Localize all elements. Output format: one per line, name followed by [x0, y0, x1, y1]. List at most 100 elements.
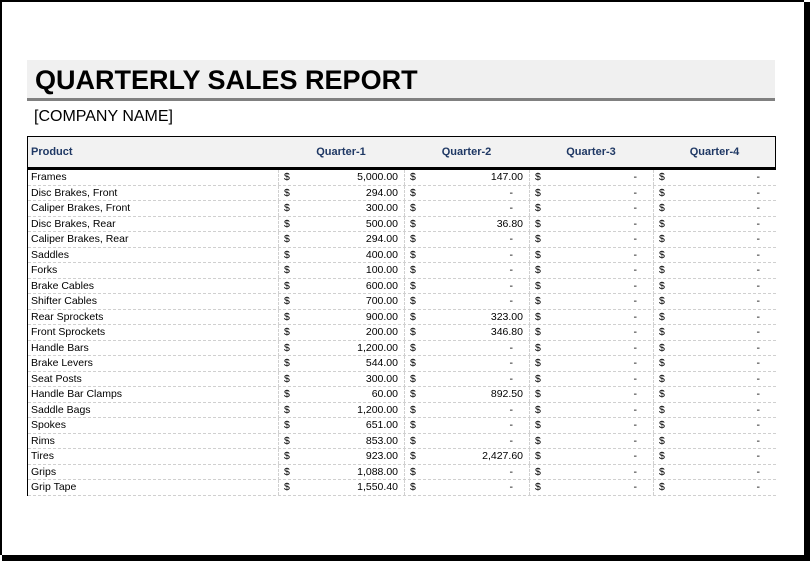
quarter-1-cell[interactable]: $651.00	[278, 418, 404, 433]
quarter-1-cell[interactable]: $300.00	[278, 371, 404, 387]
quarter-3-cell[interactable]: $ -	[529, 480, 653, 495]
quarter-3-cell[interactable]: $ -	[529, 325, 653, 340]
quarter-2-cell[interactable]: $ -	[404, 464, 529, 480]
quarter-1-cell[interactable]: $294.00	[278, 232, 404, 247]
quarter-4-cell[interactable]: $ -	[653, 325, 776, 340]
product-cell[interactable]: Grips	[31, 465, 57, 478]
quarter-3-cell[interactable]: $ -	[529, 387, 653, 402]
quarter-3-cell[interactable]: $ -	[529, 294, 653, 309]
quarter-1-cell[interactable]: $5,000.00	[278, 170, 404, 185]
quarter-1-cell[interactable]: $1,088.00	[278, 464, 404, 480]
product-cell[interactable]: Front Sprockets	[31, 326, 106, 338]
product-cell[interactable]: Disc Brakes, Rear	[31, 217, 116, 230]
quarter-4-cell[interactable]: $ -	[653, 340, 776, 356]
quarter-3-cell[interactable]: $ -	[529, 449, 653, 464]
quarter-1-cell[interactable]: $400.00	[278, 247, 404, 263]
header-quarter-1[interactable]: Quarter-1	[316, 146, 366, 158]
quarter-4-cell[interactable]: $ -	[653, 418, 776, 433]
product-cell[interactable]: Brake Levers	[31, 357, 93, 369]
quarter-1-cell[interactable]: $923.00	[278, 449, 404, 464]
quarter-2-cell[interactable]: $892.50	[404, 387, 529, 402]
quarter-2-cell[interactable]: $36.80	[404, 216, 529, 232]
quarter-2-cell[interactable]: $ -	[404, 263, 529, 278]
quarter-2-cell[interactable]: $ -	[404, 356, 529, 371]
quarter-1-cell[interactable]: $294.00	[278, 185, 404, 201]
product-cell[interactable]: Rims	[31, 434, 55, 447]
quarter-1-cell[interactable]: $600.00	[278, 278, 404, 294]
quarter-2-cell[interactable]: $ -	[404, 201, 529, 216]
quarter-3-cell[interactable]: $ -	[529, 309, 653, 325]
quarter-3-cell[interactable]: $ -	[529, 402, 653, 418]
quarter-2-cell[interactable]: $ -	[404, 418, 529, 433]
quarter-2-cell[interactable]: $ -	[404, 480, 529, 495]
product-cell[interactable]: Handle Bars	[31, 341, 89, 354]
product-cell[interactable]: Brake Cables	[31, 279, 95, 292]
quarter-2-cell[interactable]: $ -	[404, 340, 529, 356]
quarter-1-cell[interactable]: $500.00	[278, 216, 404, 232]
header-quarter-4[interactable]: Quarter-4	[689, 146, 740, 158]
quarter-4-cell[interactable]: $ -	[653, 185, 776, 201]
quarter-1-cell[interactable]: $700.00	[278, 294, 404, 309]
quarter-2-cell[interactable]: $2,427.60	[404, 449, 529, 464]
company-name[interactable]: [COMPANY NAME]	[34, 108, 173, 125]
quarter-2-cell[interactable]: $ -	[404, 278, 529, 294]
product-cell[interactable]: Rear Sprockets	[31, 310, 104, 323]
product-cell[interactable]: Disc Brakes, Front	[31, 186, 118, 199]
quarter-4-cell[interactable]: $ -	[653, 170, 776, 185]
quarter-4-cell[interactable]: $ -	[653, 263, 776, 278]
product-cell[interactable]: Grip Tape	[31, 481, 77, 493]
quarter-4-cell[interactable]: $ -	[653, 356, 776, 371]
quarter-2-cell[interactable]: $346.80	[404, 325, 529, 340]
quarter-4-cell[interactable]: $ -	[653, 278, 776, 294]
quarter-2-cell[interactable]: $323.00	[404, 309, 529, 325]
product-cell[interactable]: Caliper Brakes, Front	[31, 202, 131, 214]
quarter-4-cell[interactable]: $ -	[653, 309, 776, 325]
product-cell[interactable]: Frames	[31, 171, 67, 183]
product-cell[interactable]: Seat Posts	[31, 372, 82, 385]
quarter-2-cell[interactable]: $ -	[404, 294, 529, 309]
quarter-2-cell[interactable]: $ -	[404, 185, 529, 201]
quarter-3-cell[interactable]: $ -	[529, 170, 653, 185]
quarter-1-cell[interactable]: $100.00	[278, 263, 404, 278]
quarter-1-cell[interactable]: $544.00	[278, 356, 404, 371]
product-cell[interactable]: Spokes	[31, 419, 67, 431]
quarter-2-cell[interactable]: $ -	[404, 402, 529, 418]
header-product[interactable]: Product	[31, 146, 73, 158]
quarter-4-cell[interactable]: $ -	[653, 294, 776, 309]
quarter-4-cell[interactable]: $ -	[653, 480, 776, 495]
quarter-4-cell[interactable]: $ -	[653, 232, 776, 247]
quarter-4-cell[interactable]: $ -	[653, 464, 776, 480]
header-quarter-3[interactable]: Quarter-3	[566, 146, 616, 158]
quarter-1-cell[interactable]: $900.00	[278, 309, 404, 325]
quarter-3-cell[interactable]: $ -	[529, 216, 653, 232]
quarter-4-cell[interactable]: $ -	[653, 216, 776, 232]
quarter-4-cell[interactable]: $ -	[653, 433, 776, 449]
product-cell[interactable]: Shifter Cables	[31, 295, 97, 307]
product-cell[interactable]: Tires	[31, 450, 54, 462]
quarter-1-cell[interactable]: $1,200.00	[278, 340, 404, 356]
quarter-3-cell[interactable]: $ -	[529, 232, 653, 247]
product-cell[interactable]: Handle Bar Clamps	[31, 388, 123, 400]
quarter-3-cell[interactable]: $ -	[529, 185, 653, 201]
quarter-3-cell[interactable]: $ -	[529, 433, 653, 449]
quarter-3-cell[interactable]: $ -	[529, 371, 653, 387]
header-quarter-2[interactable]: Quarter-2	[441, 146, 492, 158]
quarter-2-cell[interactable]: $147.00	[404, 170, 529, 185]
quarter-1-cell[interactable]: $200.00	[278, 325, 404, 340]
quarter-3-cell[interactable]: $ -	[529, 340, 653, 356]
quarter-2-cell[interactable]: $ -	[404, 247, 529, 263]
quarter-3-cell[interactable]: $ -	[529, 278, 653, 294]
product-cell[interactable]: Caliper Brakes, Rear	[31, 233, 129, 245]
quarter-1-cell[interactable]: $60.00	[278, 387, 404, 402]
quarter-4-cell[interactable]: $ -	[653, 449, 776, 464]
report-title[interactable]: QUARTERLY SALES REPORT	[35, 65, 418, 95]
quarter-1-cell[interactable]: $1,200.00	[278, 402, 404, 418]
quarter-3-cell[interactable]: $ -	[529, 418, 653, 433]
quarter-2-cell[interactable]: $ -	[404, 232, 529, 247]
product-cell[interactable]: Saddles	[31, 248, 69, 261]
quarter-4-cell[interactable]: $ -	[653, 387, 776, 402]
product-cell[interactable]: Saddle Bags	[31, 403, 91, 416]
quarter-3-cell[interactable]: $ -	[529, 263, 653, 278]
quarter-4-cell[interactable]: $ -	[653, 201, 776, 216]
quarter-3-cell[interactable]: $ -	[529, 247, 653, 263]
